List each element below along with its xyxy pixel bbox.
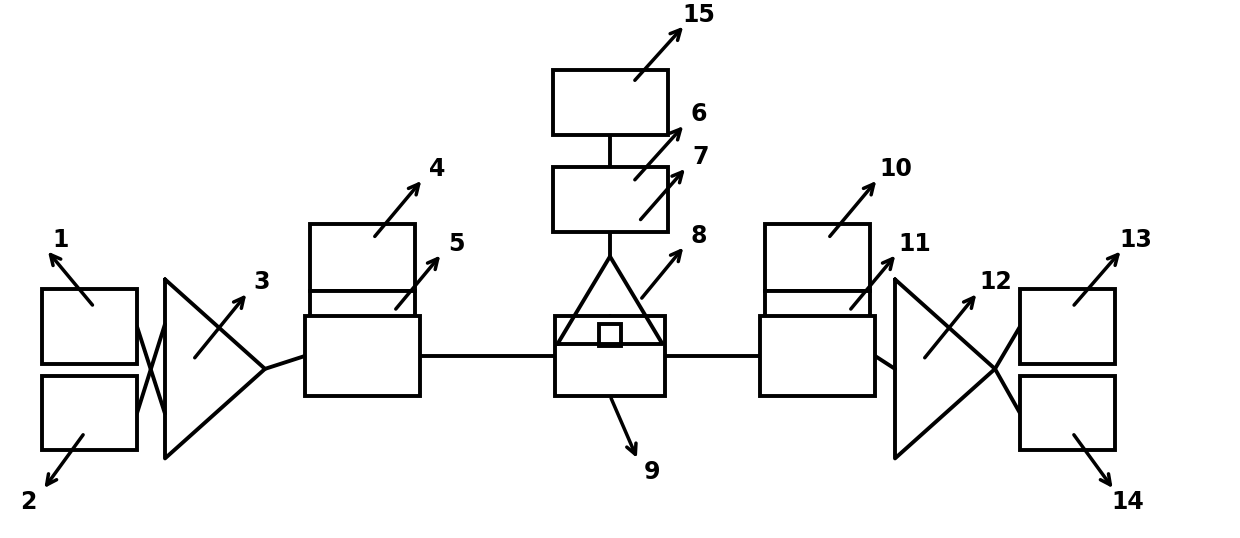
Text: 13: 13 [1120, 228, 1153, 252]
Bar [310, 224, 415, 291]
Bar [553, 70, 667, 135]
Bar [599, 324, 621, 346]
Bar [765, 224, 870, 291]
Bar [1021, 376, 1115, 450]
Bar [1021, 289, 1115, 364]
Bar [305, 316, 420, 396]
Text: 4: 4 [429, 157, 445, 181]
Text: 12: 12 [980, 270, 1012, 294]
Text: 7: 7 [692, 145, 709, 169]
Text: 9: 9 [644, 461, 660, 484]
Text: 6: 6 [691, 102, 707, 126]
Text: 2: 2 [21, 490, 37, 514]
Bar [760, 316, 875, 396]
Bar [553, 167, 667, 231]
Text: 3: 3 [254, 270, 270, 294]
Text: 1: 1 [52, 228, 68, 252]
Text: 15: 15 [682, 3, 715, 27]
Bar [556, 316, 665, 396]
Bar [765, 291, 870, 359]
Bar [310, 291, 415, 359]
Text: 11: 11 [899, 231, 931, 256]
Bar [42, 376, 136, 450]
Text: 5: 5 [448, 231, 464, 256]
Text: 10: 10 [879, 157, 913, 181]
Bar [42, 289, 136, 364]
Text: 14: 14 [1112, 490, 1145, 514]
Text: 8: 8 [691, 224, 707, 247]
